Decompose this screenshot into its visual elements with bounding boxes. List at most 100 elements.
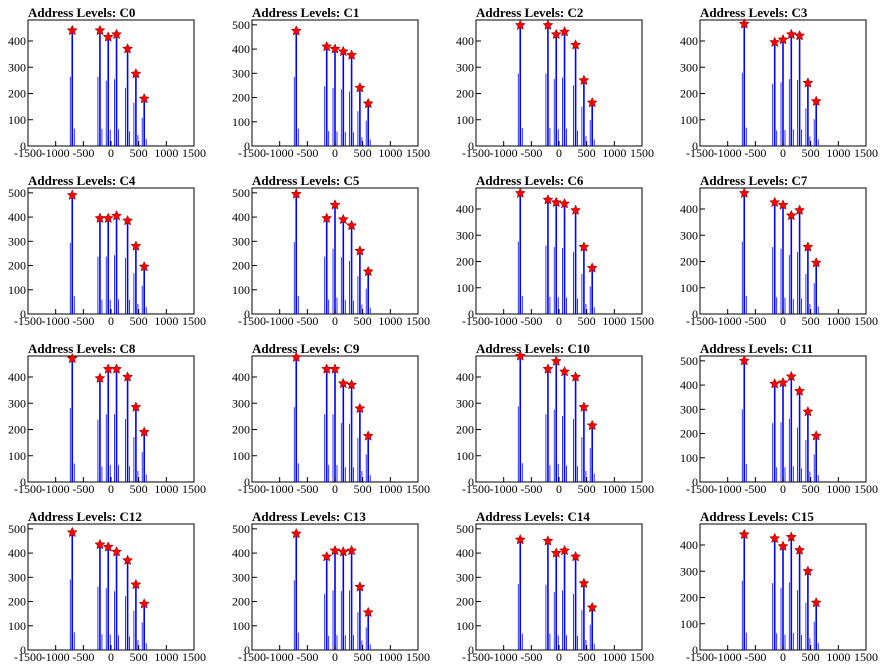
x-tick-label: 1500 xyxy=(182,650,206,664)
bar xyxy=(573,556,579,650)
chart-title: Address Levels: C10 xyxy=(476,341,590,356)
chart-svg: Address Levels: C8 0 100 200 300 400 -1500 -100… xyxy=(8,341,206,496)
bar xyxy=(545,25,551,146)
peak-marker xyxy=(346,219,358,231)
y-tick-label: 300 xyxy=(8,60,26,74)
x-tick-label: -1000 xyxy=(714,482,742,496)
plot-frame xyxy=(475,355,643,483)
x-tick-label: -1000 xyxy=(42,650,70,664)
x-tick-label: 0 xyxy=(780,314,786,328)
x-tick-label: 0 xyxy=(108,482,114,496)
peak-marker xyxy=(802,77,814,88)
x-tick-label: -500 xyxy=(744,146,766,160)
bar xyxy=(780,546,786,650)
bar xyxy=(589,607,595,650)
bar xyxy=(553,202,559,314)
x-tick-label: 1000 xyxy=(154,650,178,664)
y-tick-label: 100 xyxy=(232,619,250,633)
x-tick-label: 1000 xyxy=(826,146,850,160)
chart-svg: Address Levels: C40100200300400500-1500-… xyxy=(8,173,206,328)
peak-marker xyxy=(354,82,366,93)
peak-marker xyxy=(130,240,142,251)
chart-title: Address Levels: C2 xyxy=(476,5,583,20)
y-tick-label: 100 xyxy=(232,449,250,463)
peak-marker xyxy=(102,31,114,42)
peak-marker xyxy=(110,546,123,557)
chart-panel: Address Levels: C15 0 100 200 300 400 -1500 -10… xyxy=(672,504,896,672)
x-tick-label: -1000 xyxy=(266,482,294,496)
x-tick-label: 500 xyxy=(130,146,148,160)
x-tick-label: 1000 xyxy=(826,314,850,328)
bar xyxy=(357,251,363,314)
peak-marker xyxy=(354,581,366,592)
bar xyxy=(97,30,103,146)
chart-panel: Address Levels: C6 0 100 200 300 400 -1500 -100… xyxy=(448,168,672,336)
x-tick-label: 1000 xyxy=(154,482,178,496)
x-tick-label: -1000 xyxy=(490,482,518,496)
bar xyxy=(545,540,551,650)
x-tick-label: -1000 xyxy=(490,314,518,328)
x-tick-label: 1500 xyxy=(406,146,430,160)
x-tick-label: 0 xyxy=(556,314,562,328)
y-tick-label: 100 xyxy=(8,283,26,297)
x-tick-label: 1000 xyxy=(826,482,850,496)
x-tick-label: -1000 xyxy=(266,650,294,664)
y-tick-label: 0 xyxy=(468,643,474,657)
peak-marker xyxy=(769,196,781,208)
peak-marker xyxy=(558,197,571,209)
chart-svg: Address Levels: C12 0 100 200 300 400 500 -1500… xyxy=(8,509,206,664)
peak-marker xyxy=(558,544,571,556)
x-tick-label: -500 xyxy=(72,482,94,496)
peak-marker xyxy=(290,527,302,539)
x-tick-label: -500 xyxy=(520,314,542,328)
x-tick-label: 1000 xyxy=(378,482,402,496)
x-tick-label: 0 xyxy=(332,650,338,664)
peak-marker xyxy=(769,532,781,544)
peak-marker xyxy=(810,256,822,268)
x-tick-label: -1000 xyxy=(714,146,742,160)
peak-marker xyxy=(542,363,554,374)
y-tick-label: 400 xyxy=(232,370,250,384)
bar xyxy=(349,384,355,482)
y-tick-label: 0 xyxy=(244,139,250,153)
peak-marker xyxy=(777,540,789,552)
peak-marker xyxy=(738,187,750,198)
bar xyxy=(340,51,346,146)
y-tick-label: 100 xyxy=(680,617,698,631)
bar xyxy=(133,73,139,146)
bar xyxy=(517,25,523,146)
y-tick-label: 200 xyxy=(456,255,474,269)
peak-marker xyxy=(362,430,374,441)
peak-marker xyxy=(321,40,333,52)
x-tick-label: 500 xyxy=(130,482,148,496)
peak-marker xyxy=(794,544,806,555)
x-tick-label: 1500 xyxy=(854,314,878,328)
x-tick-label: -500 xyxy=(296,146,318,160)
y-tick-label: 400 xyxy=(680,378,698,392)
y-tick-label: 300 xyxy=(680,402,698,416)
x-tick-label: 0 xyxy=(780,650,786,664)
bar xyxy=(805,247,811,314)
x-tick-label: 0 xyxy=(780,482,786,496)
bar xyxy=(573,44,579,146)
chart-title: Address Levels: C11 xyxy=(700,341,813,356)
chart-panel: Address Levels: C1 0 100 200 300 400 500 -1500-… xyxy=(224,0,448,168)
chart-title: Address Levels: C9 xyxy=(252,341,360,356)
peak-marker xyxy=(66,24,78,36)
bar xyxy=(133,584,139,650)
y-tick-label: 400 xyxy=(8,34,26,48)
bar xyxy=(125,560,131,650)
chart-title: Address Levels: C14 xyxy=(476,509,590,524)
x-tick-label: 1500 xyxy=(182,482,206,496)
bar xyxy=(293,533,299,650)
bar xyxy=(97,218,103,314)
peak-marker xyxy=(362,265,374,277)
y-tick-label: 400 xyxy=(680,34,698,48)
chart-panel: Address Levels: C9 0 100 200 300 400 -1500 -100… xyxy=(224,336,448,504)
peak-marker xyxy=(542,535,554,546)
y-tick-label: 0 xyxy=(468,475,474,489)
y-tick-label: 0 xyxy=(692,307,698,321)
peak-marker xyxy=(329,363,341,374)
peak-marker xyxy=(586,419,598,431)
bar xyxy=(589,425,595,482)
